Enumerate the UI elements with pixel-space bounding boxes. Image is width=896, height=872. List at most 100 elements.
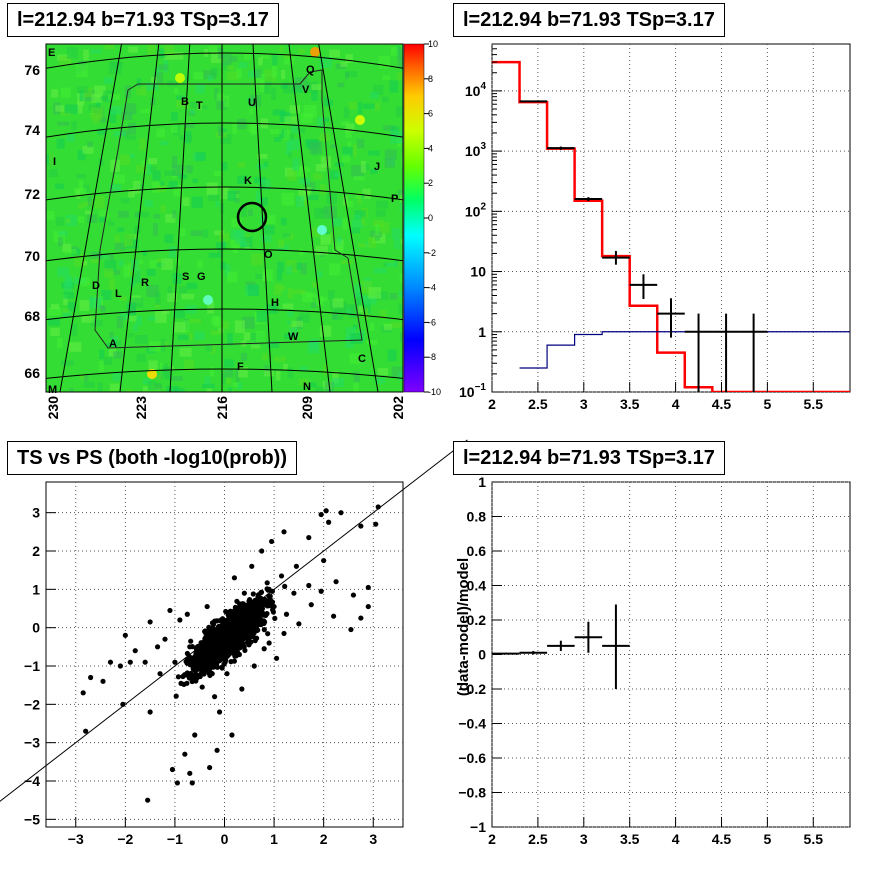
noise-patch [89,296,102,309]
meridian-line [252,44,273,392]
noise-patch [257,153,268,159]
noise-patch [163,53,172,60]
scatter-point [259,611,265,618]
noise-patch [62,308,70,313]
noise-patch [210,330,222,335]
scatter-point [213,663,220,669]
scatter-point [261,646,267,652]
noise-patch [161,258,173,270]
noise-patch [353,381,359,392]
noise-patch [284,57,295,65]
noise-patch [390,130,403,144]
noise-patch [397,47,403,60]
noise-patch [68,342,82,352]
map-y-tick-label: 70 [24,248,40,264]
noise-patch [159,181,165,186]
scatter-point [255,614,261,621]
residual-panel: 2 2.5 3 3.5 4 4.5 5 5.5 −1 −0.8 −0.6 −0.4 −0.2 0 0.2 0.… [455,474,851,847]
field-label: U [248,97,256,109]
noise-patch [167,293,177,303]
noise-patch [358,305,364,313]
scatter-point [265,601,271,608]
meridian-line [169,44,191,392]
noise-patch [255,69,262,78]
scatter-point [190,658,196,665]
noise-patch [206,182,218,196]
noise-patch [363,300,371,314]
noise-patch [156,262,165,268]
noise-patch [370,169,378,174]
noise-patch [66,133,75,143]
noise-patch [298,248,304,256]
noise-patch [125,135,136,141]
noise-patch [282,233,291,238]
residual-plot-area [491,481,851,828]
noise-patch [220,128,227,134]
scatter-point [219,623,225,629]
noise-patch [149,259,159,268]
noise-patch [160,339,166,352]
noise-patch [139,138,146,151]
noise-patch [124,103,137,115]
noise-patch [112,372,122,381]
y-tick-label: 104 [465,81,487,99]
noise-patch [275,370,281,381]
noise-patch [227,65,235,70]
field-label: C [358,353,366,365]
scatter-point [358,615,364,621]
noise-patch [368,287,381,299]
y-tick-exponent: −1 [475,382,487,393]
x-tick-label: 3 [580,396,588,412]
field-label: R [141,277,149,289]
noise-patch [311,227,320,237]
noise-patch [355,194,363,199]
x-tick-label: 3.5 [620,396,640,412]
x-tick-label: 5.5 [804,396,824,412]
noise-patch [79,299,90,311]
field-label: T [196,100,203,112]
noise-patch [128,188,135,198]
scatter-point [204,603,210,610]
noise-patch [375,209,386,217]
noise-patch [113,269,120,275]
scatter-point [207,662,213,668]
y-tick-label: 10−1 [459,382,486,400]
noise-patch [207,75,214,81]
noise-patch [166,386,180,392]
hotspot [317,225,327,235]
x-tick-label: 0 [221,831,229,847]
noise-patch [90,258,99,264]
scatter-point [244,639,251,646]
scatter-point [188,638,194,644]
scatter-point [117,663,123,669]
noise-patch [84,373,89,382]
noise-patch [261,234,272,243]
latitude-line [46,308,403,321]
noise-patch [47,210,55,221]
scatter-point [226,642,233,648]
scatter-point [258,590,264,596]
noise-patch [263,161,269,167]
noise-patch [152,181,161,193]
noise-patch [334,172,343,177]
noise-patch [154,311,167,324]
noise-patch [226,71,239,81]
x-tick-label: −3 [68,831,84,847]
noise-patch [65,215,78,226]
scatter-point [216,709,223,715]
noise-patch [337,82,345,88]
noise-patch [390,321,403,328]
noise-patch [56,216,65,226]
noise-patch [190,230,203,236]
noise-patch [77,216,85,223]
noise-patch [286,320,292,325]
noise-patch [176,95,186,100]
noise-patch [258,183,266,190]
y-tick-label: 1 [478,474,486,490]
noise-patch [373,268,387,274]
noise-patch [69,387,74,392]
noise-patch [147,315,158,321]
scatter-point [219,664,225,671]
scatter-point [272,615,278,622]
scatter-point [177,617,183,623]
